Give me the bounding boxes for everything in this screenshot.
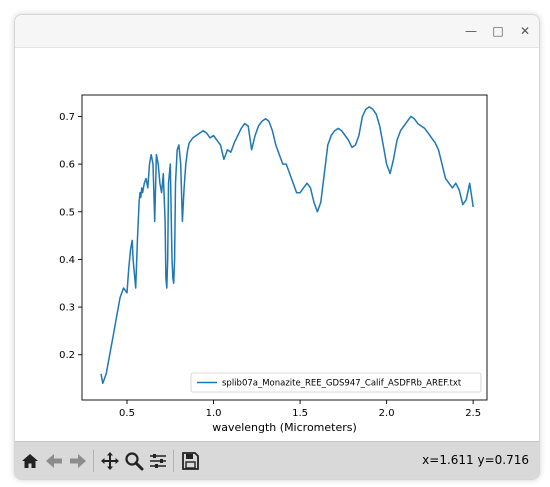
- x-tick-label: 1.5: [292, 408, 308, 419]
- forward-button[interactable]: [66, 449, 90, 473]
- x-axis: 0.5 1.0 1.5 2.0 2.5: [119, 400, 481, 419]
- y-tick-label: 0.7: [59, 112, 75, 123]
- pan-button[interactable]: [98, 449, 122, 473]
- toolbar-separator: [173, 450, 174, 472]
- legend-entry-label: splib07a_Monazite_REE_GDS947_Calif_ASDFR…: [222, 379, 462, 389]
- home-icon: [22, 454, 38, 468]
- x-tick-label: 0.5: [119, 408, 135, 419]
- close-button[interactable]: ✕: [519, 24, 531, 38]
- home-button[interactable]: [18, 449, 42, 473]
- navigation-toolbar: x=1.611 y=0.716: [15, 441, 539, 479]
- x-tick-label: 2.0: [379, 408, 395, 419]
- y-tick-label: 0.6: [59, 160, 75, 171]
- figure-window: — □ ✕ 0.5 1.0 1.5 2.0 2.5 0.2 0.3 0.4 0.5 0.6 0.7…: [14, 14, 540, 480]
- configure-subplots-icon: [150, 454, 166, 468]
- forward-arrow-icon: [70, 454, 86, 468]
- x-tick-label: 1.0: [206, 408, 222, 419]
- toolbar-separator: [93, 450, 94, 472]
- series-group: [100, 106, 474, 385]
- legend: splib07a_Monazite_REE_GDS947_Calif_ASDFR…: [190, 372, 482, 393]
- zoom-magnifier-icon: [125, 452, 144, 471]
- x-axis-label: wavelength (Micrometers): [212, 421, 357, 434]
- maximize-button[interactable]: □: [492, 24, 504, 38]
- y-tick-label: 0.4: [59, 255, 75, 266]
- y-axis: 0.2 0.3 0.4 0.5 0.6 0.7: [59, 112, 82, 361]
- plot-canvas[interactable]: 0.5 1.0 1.5 2.0 2.5 0.2 0.3 0.4 0.5 0.6 0.7 wavel…: [15, 48, 539, 440]
- save-button[interactable]: [178, 449, 202, 473]
- y-tick-label: 0.2: [59, 350, 75, 361]
- series-line: [100, 106, 474, 385]
- y-tick-label: 0.5: [59, 207, 75, 218]
- legend-box: [190, 372, 482, 393]
- back-arrow-icon: [46, 454, 62, 468]
- zoom-button[interactable]: [122, 449, 146, 473]
- back-button[interactable]: [42, 449, 66, 473]
- pan-move-icon: [101, 452, 119, 470]
- save-floppy-icon: [182, 452, 199, 470]
- y-tick-label: 0.3: [59, 303, 75, 314]
- x-tick-label: 2.5: [465, 408, 481, 419]
- minimize-button[interactable]: —: [465, 24, 477, 38]
- title-bar: — □ ✕: [15, 15, 539, 48]
- cursor-coordinates: x=1.611 y=0.716: [422, 453, 529, 467]
- axes-frame: [81, 94, 488, 401]
- configure-subplots-button[interactable]: [146, 449, 170, 473]
